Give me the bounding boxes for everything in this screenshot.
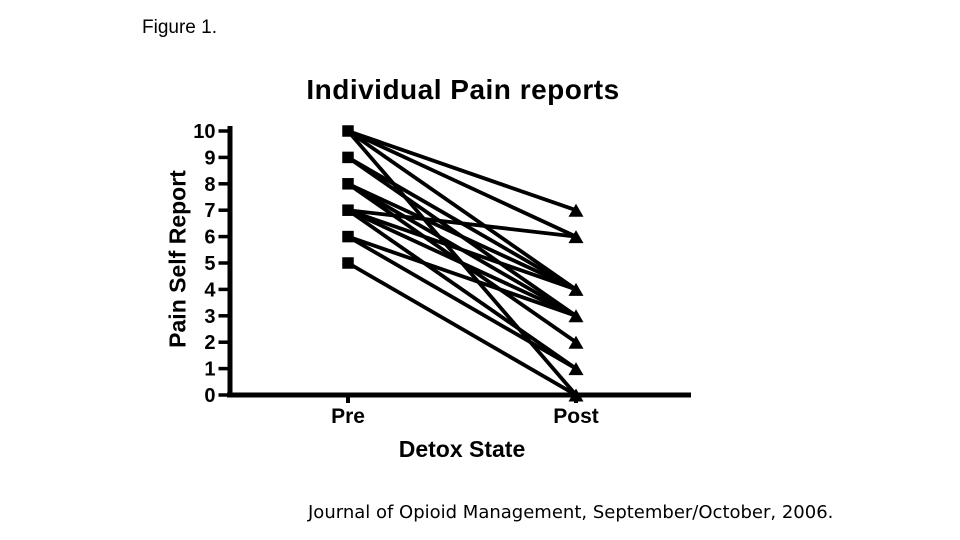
post-marker-triangle: [568, 362, 584, 376]
x-category-label: Post: [553, 405, 599, 428]
pre-marker-square: [342, 230, 354, 243]
y-tick-label: 5: [204, 253, 215, 275]
pre-marker-square: [342, 178, 354, 190]
y-tick-label: 8: [204, 174, 215, 196]
y-tick-label: 9: [204, 147, 215, 169]
patient-line: [346, 208, 578, 371]
patient-line: [347, 182, 577, 292]
patient-line: [347, 129, 577, 239]
y-tick-label: 6: [204, 227, 215, 249]
patient-line: [347, 208, 577, 239]
y-tick-label: 2: [204, 332, 215, 354]
y-tick-label: 10: [193, 121, 215, 143]
patient-line: [347, 234, 577, 371]
patient-line: [347, 208, 577, 318]
citation-text: Journal of Opioid Management, September/…: [308, 502, 834, 523]
x-axis-label: Detox State: [398, 436, 526, 462]
y-axis-label: Pain Self Report: [164, 170, 191, 348]
patient-line: [347, 261, 577, 397]
figure-label: Figure 1.: [142, 17, 217, 38]
y-tick-label: 4: [204, 279, 216, 301]
y-tick-label: 1: [204, 359, 215, 381]
post-marker-triangle: [568, 282, 584, 296]
post-marker-triangle: [568, 230, 584, 244]
post-marker-triangle: [568, 309, 584, 323]
y-tick-label: 0: [204, 385, 215, 407]
chart-title: Individual Pain reports: [306, 74, 620, 105]
patient-line: [347, 234, 577, 318]
post-marker-triangle: [568, 335, 584, 349]
patient-line: [347, 208, 577, 292]
patient-line: [347, 129, 577, 212]
y-tick-label: 3: [204, 306, 215, 328]
x-category-label: Pre: [331, 405, 365, 428]
patient-line: [346, 129, 578, 291]
post-marker-triangle: [568, 388, 584, 402]
pre-marker-square: [342, 151, 354, 164]
y-tick-label: 7: [204, 200, 215, 222]
pre-marker-square: [342, 204, 354, 216]
pre-marker-square: [342, 125, 354, 137]
pre-marker-square: [342, 257, 354, 269]
post-marker-triangle: [568, 203, 584, 217]
